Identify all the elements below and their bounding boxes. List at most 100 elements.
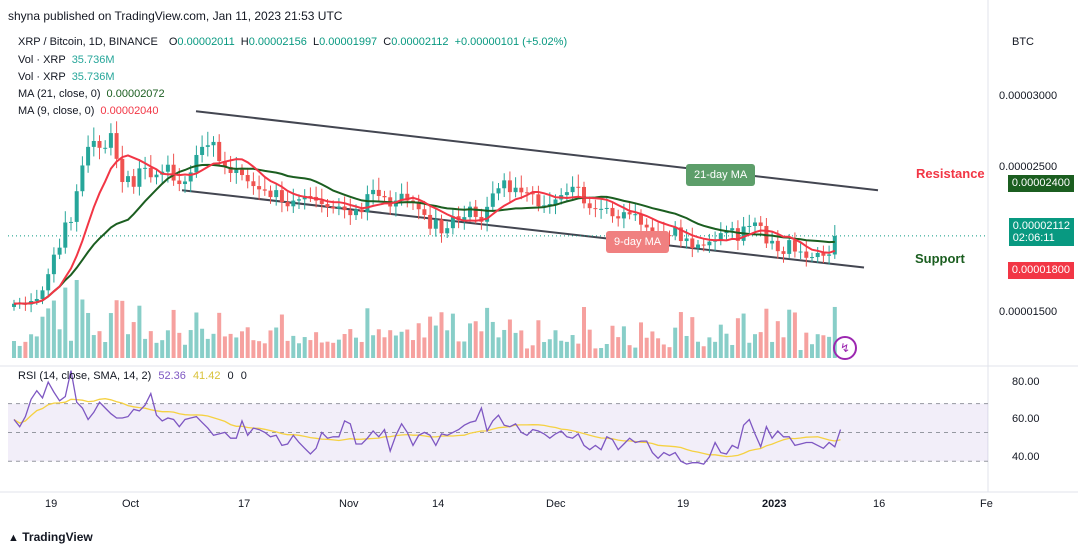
volume-bar <box>770 341 775 358</box>
volume-bar <box>205 338 210 358</box>
candle-body <box>336 206 341 209</box>
volume-bar <box>388 330 393 358</box>
publisher-line: shyna published on TradingView.com, Jan … <box>8 9 343 23</box>
legend-ma9[interactable]: MA (9, close, 0) 0.00002040 <box>18 105 159 117</box>
time-tick: 17 <box>238 498 251 510</box>
candle-body <box>12 303 16 307</box>
rsi-legend[interactable]: RSI (14, close, SMA, 14, 2) 52.36 41.42 … <box>18 370 247 382</box>
open-value: 0.00002011 <box>177 36 235 48</box>
candle-body <box>718 233 723 241</box>
time-tick: 19 <box>45 498 58 510</box>
candle-body <box>274 190 279 198</box>
volume-bar <box>143 338 148 358</box>
volume-bar <box>661 344 666 358</box>
candle-body <box>627 212 632 215</box>
volume-bar <box>547 339 552 358</box>
candle-body <box>234 169 239 173</box>
price-tick: 0.00002500 <box>999 161 1058 173</box>
volume-bar <box>650 331 655 358</box>
volume-bar <box>804 332 809 358</box>
volume-bar <box>148 331 153 358</box>
lightning-icon[interactable]: ↯ <box>833 336 857 360</box>
volume-bar <box>621 326 626 358</box>
volume-bar <box>639 322 643 358</box>
candle-body <box>542 205 547 207</box>
volume-bar <box>507 319 512 358</box>
rsi-sma-line <box>13 398 841 458</box>
support-label: Support <box>915 251 965 266</box>
legend-volume-2[interactable]: Vol · XRP 35.736M <box>18 71 115 83</box>
volume-bar <box>80 299 85 358</box>
volume-bar <box>183 344 187 358</box>
volume-bar <box>297 343 301 358</box>
resistance-label: Resistance <box>916 166 985 181</box>
candle-body <box>770 240 775 244</box>
volume-bar <box>165 330 170 358</box>
channel-upper-line <box>195 110 879 192</box>
channel-lower-line <box>181 189 865 269</box>
candle-body <box>564 192 569 196</box>
candle-body <box>787 240 792 254</box>
volume-bar <box>416 323 421 358</box>
time-tick-year: 2023 <box>762 498 787 510</box>
volume-bar <box>450 313 455 358</box>
volume-bar <box>103 342 108 358</box>
volume-bar <box>564 341 569 358</box>
candle-body <box>257 186 262 190</box>
candle-body <box>827 254 832 256</box>
ma9-annotation[interactable]: 9-day MA <box>606 231 670 253</box>
volume-bar <box>23 341 28 358</box>
volume-bar <box>707 337 712 358</box>
candle-body <box>815 253 820 258</box>
volume-bar <box>314 332 319 358</box>
candle-body <box>553 199 558 205</box>
candle-body <box>165 164 170 172</box>
volume-bar <box>126 334 130 358</box>
volume-bar <box>553 330 558 358</box>
volume-bar <box>542 342 547 358</box>
rsi-label: RSI (14, close, SMA, 14, 2) <box>18 370 152 382</box>
candle-body <box>279 190 284 203</box>
candle-body <box>399 193 404 201</box>
volume-bar <box>741 313 746 358</box>
volume-bar <box>325 341 330 358</box>
volume-bar <box>291 335 296 358</box>
currency-label: BTC <box>1012 36 1034 48</box>
volume-bar <box>160 340 165 358</box>
volume-bar <box>730 344 735 358</box>
volume-bar <box>97 331 102 358</box>
candle-body <box>194 154 199 173</box>
candle-body <box>582 186 586 204</box>
candle-body <box>205 145 210 147</box>
candle-body <box>262 189 267 191</box>
legend-volume-2-value: 35.736M <box>71 71 115 83</box>
volume-bar <box>251 340 256 358</box>
legend-ma21-value: 0.00002072 <box>106 88 165 100</box>
volume-bar <box>633 347 638 358</box>
candle-body <box>599 208 604 210</box>
candle-body <box>188 172 193 182</box>
ma21-annotation[interactable]: 21-day MA <box>686 164 756 186</box>
candle-body <box>684 238 689 242</box>
volume-bar <box>496 337 501 358</box>
candle-body <box>576 186 581 188</box>
candle-body <box>621 212 626 219</box>
candle-body <box>547 204 552 206</box>
candle-body <box>792 240 797 252</box>
volume-bar <box>582 307 586 358</box>
legend-ma21[interactable]: MA (21, close, 0) 0.00002072 <box>18 88 165 100</box>
candle-body <box>108 133 113 148</box>
candle-body <box>411 200 415 202</box>
volume-bar <box>359 341 364 358</box>
volume-bar <box>627 345 632 358</box>
candle-body <box>593 208 598 210</box>
candle-body <box>690 238 695 249</box>
candle-body <box>376 189 381 196</box>
candle-body <box>633 214 638 216</box>
candle-body <box>331 207 336 209</box>
candle-body <box>644 224 649 228</box>
candle-body <box>462 217 467 221</box>
volume-bar <box>114 300 119 358</box>
legend-volume-1[interactable]: Vol · XRP 35.736M <box>18 54 115 66</box>
